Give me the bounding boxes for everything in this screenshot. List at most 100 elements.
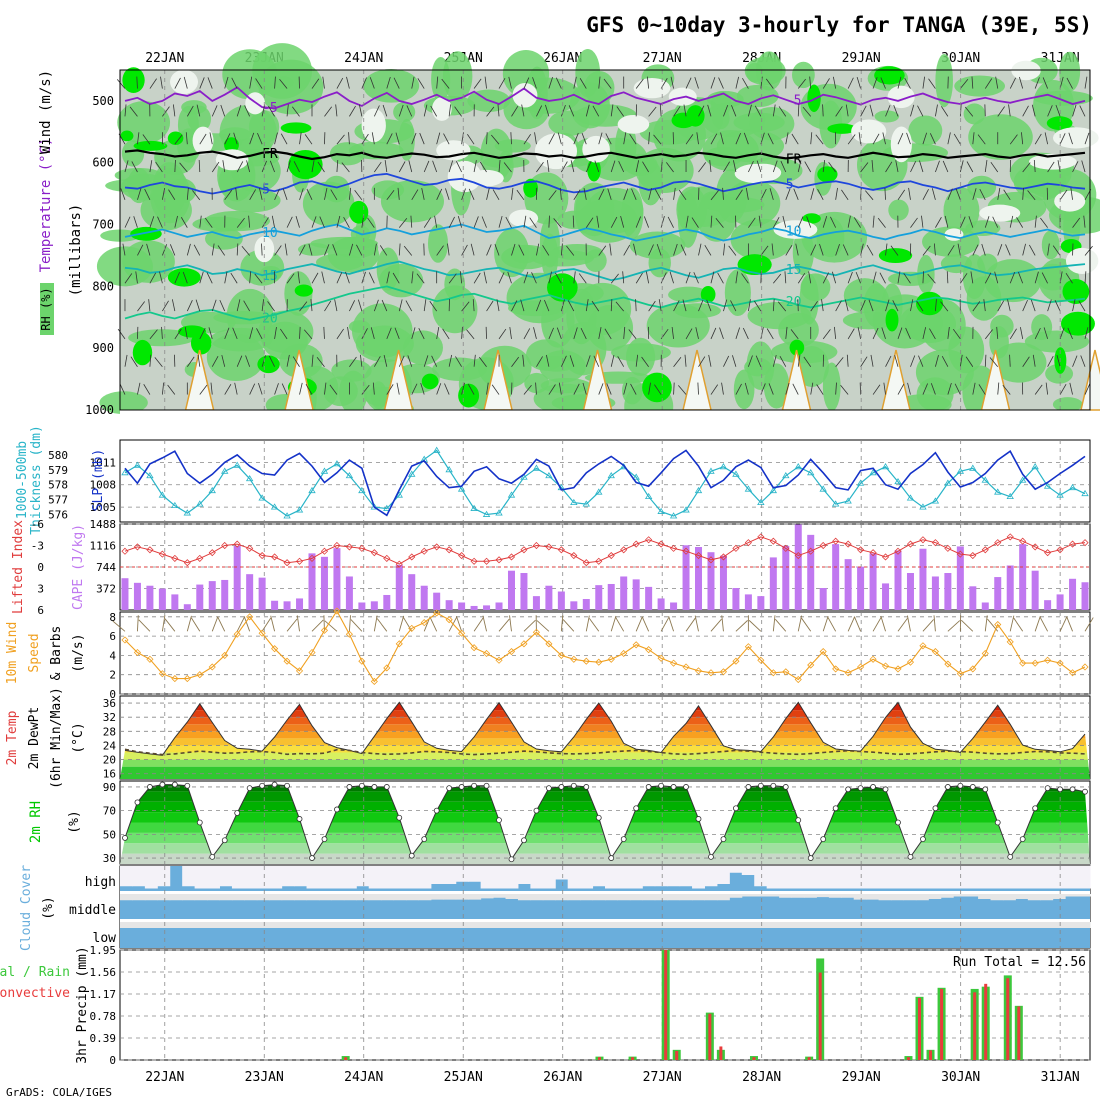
cape-bar [732,588,739,610]
cloud-clear-high [617,866,630,889]
cloud-clear-high [481,866,494,889]
wind-tick: 4 [109,649,116,662]
rh-point [621,837,626,842]
rh-point [185,783,190,788]
cloud-clear-low [1040,922,1053,928]
precip-tick: 1.95 [90,944,117,957]
cloud-clear-middle [195,894,208,900]
rh-point [846,787,851,792]
wind-barb-10m [187,616,191,631]
wind-barb-10m [377,619,387,632]
cloud-clear-high [518,866,531,884]
cape-bar [1044,600,1051,610]
cloud-clear-low [991,922,1004,928]
wind-barb-10m [351,620,362,632]
rh-tick: 70 [103,805,116,818]
cloud-clear-middle [294,894,307,900]
precip-convective-bar [808,1057,811,1060]
wind-speed-line [125,611,1085,682]
cape-bar [658,598,665,610]
thickness-slp-panel-frame [120,440,1090,522]
rh-point [646,784,651,789]
rh-point [684,784,689,789]
date-label-bottom: 31JAN [1041,1070,1080,1085]
cloud-clear-middle [394,894,407,900]
cloud-clear-middle [593,894,606,900]
rh-blob-dry [193,127,214,155]
wind-barb-10m [139,620,150,632]
wind-barb-10m [961,620,973,631]
cloud-clear-middle [1040,894,1053,900]
cloud-clear-high [966,866,979,889]
cloud-clear-middle [854,894,867,900]
rh-blob [570,82,610,128]
cloud-clear-high [792,866,805,889]
cloud-clear-middle [916,894,929,900]
cape-bar [184,604,191,610]
wind-barb-10m [802,618,811,631]
pressure-tick: 800 [92,279,114,293]
cloud-clear-middle [779,894,792,898]
cloud-clear-low [195,922,208,928]
cloud-clear-high [1040,866,1053,889]
cloud-clear-high [282,866,295,886]
rh-point [758,783,763,788]
cape-tick: 372 [96,583,116,596]
wind-barb-10m [165,619,175,632]
cape-bar [745,594,752,610]
cloud-clear-high [667,866,680,886]
cloud-clear-low [953,922,966,928]
cape-bar [583,599,590,610]
cloud-clear-middle [543,894,556,900]
temp-band [120,724,1090,731]
precip-convective-bar [598,1057,601,1060]
rh-point [808,856,813,861]
panel-label: (%) [67,810,82,833]
cloud-clear-low [219,922,232,928]
wind-barb-10m [898,618,907,631]
cloud-clear-low [132,922,145,928]
precip-convective-bar [1017,1006,1020,1060]
cape-bar [683,545,690,610]
cape-bar [358,602,365,610]
li-line [125,537,1085,564]
precip-convective-bar [819,973,822,1060]
cloud-clear-high [866,866,879,889]
cloud-clear-middle [145,894,158,900]
cloud-clear-high [443,866,456,884]
rh-blob-dry [1054,191,1085,212]
cape-bar [533,596,540,610]
wind-barb-10m [773,615,775,631]
cape-bar [1032,571,1039,610]
cloud-clear-middle [642,894,655,900]
rh-blob [963,254,986,299]
cloud-clear-middle [120,894,133,900]
temp-band [120,767,1090,779]
cloud-clear-low [319,922,332,928]
cloud-clear-middle [269,894,282,900]
wind-barb-10m [563,619,574,631]
cape-bar [969,586,976,610]
wind-barb-10m [642,617,649,632]
wind-barb-10m [695,616,698,632]
rh-blob-high [916,292,943,315]
rh-blob-high [130,227,162,241]
cape-bar [907,573,914,610]
wind-tick: 2 [109,669,116,682]
cape-bar [932,576,939,610]
cape-bar [159,589,166,610]
rh-point [135,800,140,805]
cloud-clear-low [1015,922,1028,928]
cloud-clear-high [145,866,158,889]
cloud-clear-middle [344,894,357,900]
wind-tick: 6 [109,630,116,643]
panel-label: Temperature (°C) [38,138,54,273]
wind-barb-10m [661,617,669,631]
cape-bar [433,593,440,610]
cloud-clear-high [157,866,170,886]
temp-tick: 28 [103,725,116,738]
cloud-clear-low [232,922,245,928]
cloud-clear-low [431,922,444,928]
